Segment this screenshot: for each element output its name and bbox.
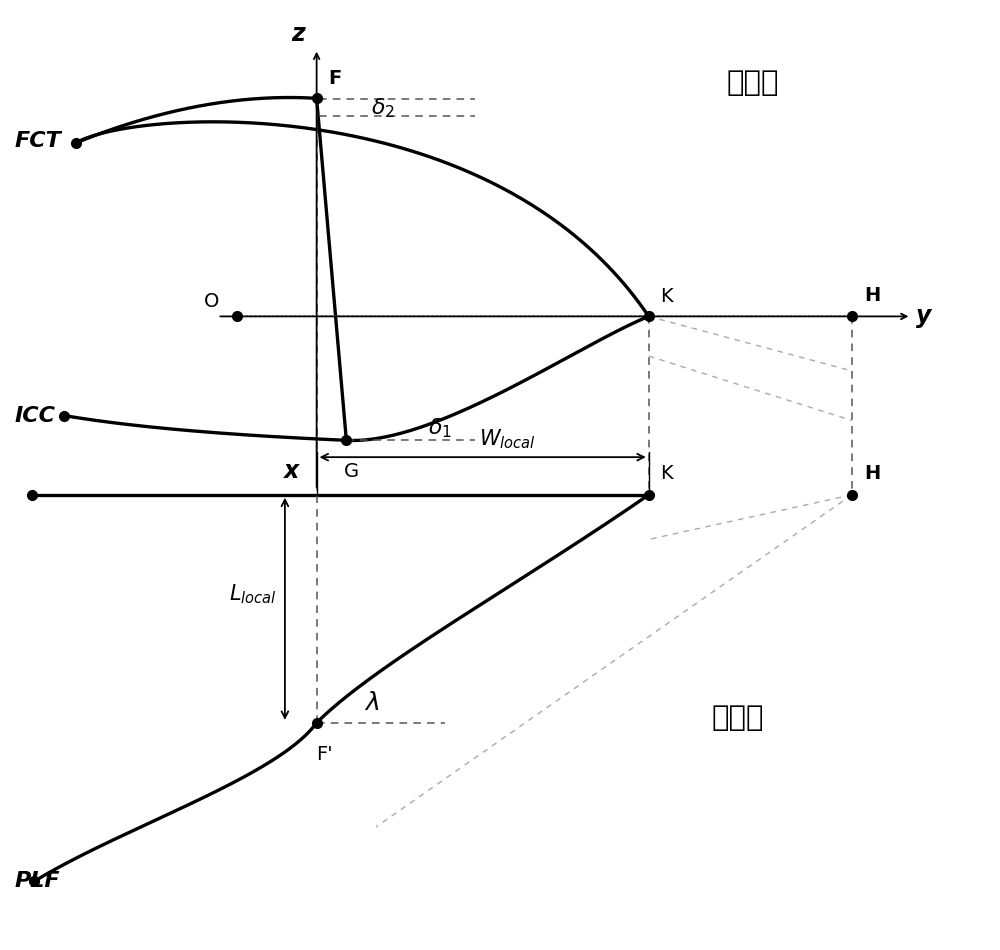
Text: y: y <box>916 304 932 329</box>
Text: x: x <box>284 459 299 483</box>
Text: PLF: PLF <box>14 871 60 891</box>
Text: G: G <box>344 462 359 481</box>
Text: $\delta_2$: $\delta_2$ <box>371 97 395 120</box>
Text: $\lambda$: $\lambda$ <box>364 691 379 715</box>
Text: F': F' <box>316 745 333 764</box>
Text: F: F <box>329 69 342 88</box>
Text: ICC: ICC <box>14 406 55 426</box>
Text: $W_{local}$: $W_{local}$ <box>479 428 536 451</box>
Text: K: K <box>661 288 673 307</box>
Text: $\delta_1$: $\delta_1$ <box>428 417 452 440</box>
Text: FCT: FCT <box>14 131 61 151</box>
Text: 俯视图: 俯视图 <box>712 704 764 732</box>
Text: H: H <box>864 286 880 305</box>
Text: $L_{local}$: $L_{local}$ <box>229 582 277 606</box>
Text: O: O <box>204 293 219 312</box>
Text: z: z <box>291 22 305 46</box>
Text: 后视图: 后视图 <box>727 69 779 98</box>
Text: K: K <box>661 464 673 483</box>
Text: H: H <box>864 464 880 483</box>
